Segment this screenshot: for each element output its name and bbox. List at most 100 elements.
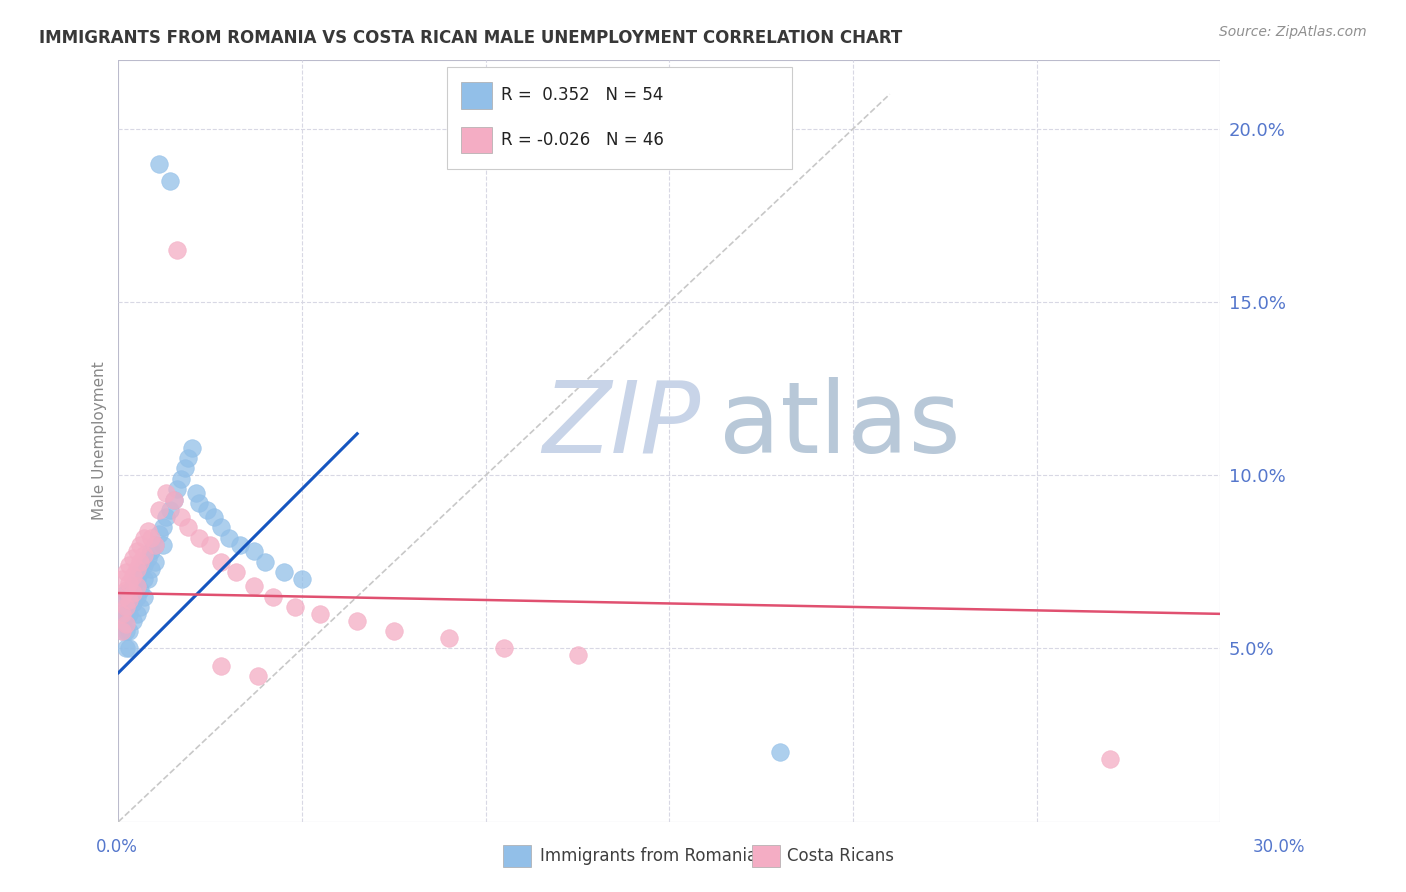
Point (188, 531, 211, 545)
Point (170, 509, 193, 524)
Point (136, 551, 159, 566)
Point (134, 590, 156, 604)
Point (155, 509, 177, 524)
Point (141, 562, 163, 576)
Point (125, 572, 148, 586)
Point (134, 531, 156, 545)
Point (114, 607, 136, 621)
Point (122, 568, 145, 582)
Point (111, 590, 134, 604)
Point (136, 572, 159, 586)
Point (114, 624, 136, 639)
Point (118, 593, 141, 607)
Point (291, 572, 314, 586)
Point (152, 538, 174, 552)
Point (567, 648, 589, 663)
Point (122, 614, 145, 628)
Point (152, 520, 174, 534)
Point (159, 503, 181, 517)
Point (129, 582, 152, 597)
Point (118, 558, 141, 573)
Point (129, 538, 152, 552)
Point (111, 624, 134, 639)
Text: 30.0%: 30.0% (1253, 838, 1305, 855)
Point (129, 566, 152, 580)
Point (148, 156, 170, 170)
Text: IMMIGRANTS FROM ROMANIA VS COSTA RICAN MALE UNEMPLOYMENT CORRELATION CHART: IMMIGRANTS FROM ROMANIA VS COSTA RICAN M… (39, 29, 903, 46)
Point (141, 544, 163, 558)
Text: Source: ZipAtlas.com: Source: ZipAtlas.com (1219, 25, 1367, 39)
Point (284, 599, 307, 614)
Point (494, 641, 516, 656)
Point (125, 544, 148, 558)
Point (136, 524, 159, 538)
Point (141, 531, 163, 545)
Point (111, 572, 134, 586)
Point (170, 472, 193, 486)
Point (254, 555, 277, 569)
Point (118, 641, 141, 656)
Point (118, 607, 141, 621)
Point (134, 548, 156, 562)
Point (262, 590, 284, 604)
Point (177, 520, 200, 534)
Point (122, 597, 145, 611)
Point (346, 614, 368, 628)
Point (118, 575, 141, 590)
Point (125, 607, 148, 621)
Point (437, 631, 460, 645)
Point (184, 485, 207, 500)
Point (228, 538, 250, 552)
Text: Costa Ricans: Costa Ricans (787, 847, 894, 865)
Point (111, 597, 134, 611)
Point (159, 174, 181, 188)
Point (134, 558, 156, 573)
Text: Immigrants from Romania: Immigrants from Romania (540, 847, 756, 865)
Point (768, 746, 790, 760)
Point (162, 492, 184, 507)
Point (218, 531, 240, 545)
Point (166, 243, 188, 257)
Point (111, 614, 134, 628)
Point (122, 586, 145, 600)
Point (200, 538, 222, 552)
Text: R = -0.026   N = 46: R = -0.026 N = 46 (501, 131, 664, 149)
Point (118, 590, 141, 604)
Point (122, 551, 145, 566)
Point (125, 562, 148, 576)
Point (202, 509, 225, 524)
Point (309, 607, 332, 621)
Point (114, 599, 136, 614)
Point (111, 607, 134, 621)
Point (143, 538, 166, 552)
Text: ZIP: ZIP (543, 377, 700, 474)
Point (134, 572, 156, 586)
Point (114, 586, 136, 600)
Point (125, 579, 148, 593)
Point (177, 450, 200, 465)
Point (129, 555, 152, 569)
Point (195, 503, 218, 517)
Point (114, 582, 136, 597)
Point (209, 658, 232, 673)
Point (166, 482, 188, 496)
Point (243, 544, 266, 558)
Point (114, 566, 136, 580)
Text: atlas: atlas (718, 377, 960, 474)
Point (143, 555, 166, 569)
Point (143, 538, 166, 552)
Point (122, 579, 145, 593)
Point (173, 461, 195, 475)
Point (1099, 752, 1122, 766)
Point (129, 599, 152, 614)
Point (246, 669, 269, 683)
Text: R =  0.352   N = 54: R = 0.352 N = 54 (501, 87, 662, 104)
Point (188, 496, 211, 510)
Point (243, 579, 266, 593)
Point (180, 441, 202, 455)
Point (382, 624, 405, 639)
Point (148, 503, 170, 517)
Text: 0.0%: 0.0% (96, 838, 138, 855)
Point (114, 617, 136, 632)
Point (162, 492, 184, 507)
